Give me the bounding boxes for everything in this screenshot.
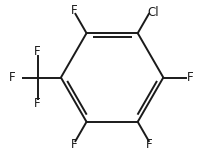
Text: F: F <box>71 4 78 17</box>
Text: F: F <box>71 138 78 151</box>
Text: F: F <box>8 71 15 84</box>
Text: F: F <box>186 71 193 84</box>
Text: F: F <box>34 97 41 110</box>
Text: F: F <box>34 45 41 58</box>
Text: F: F <box>146 138 153 151</box>
Text: Cl: Cl <box>147 6 159 19</box>
